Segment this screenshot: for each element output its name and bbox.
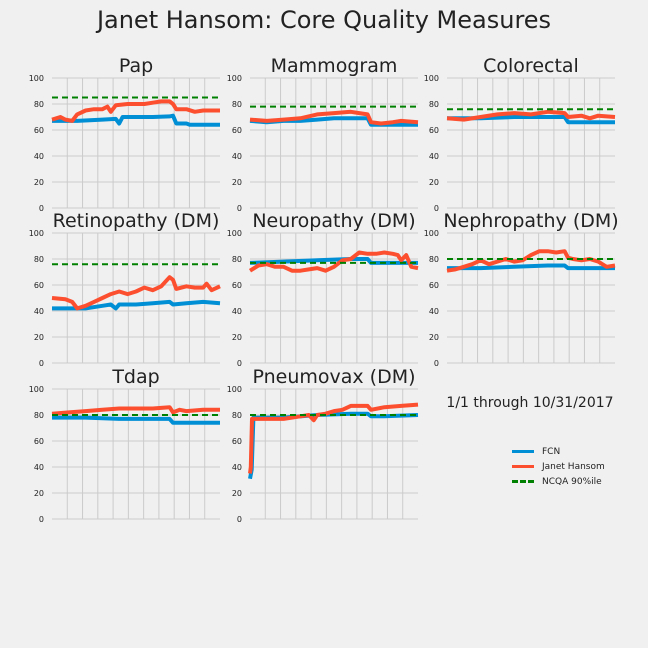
tdap-ytick-label: 0 [39,515,44,524]
legend-label-fcn: FCN [542,446,561,457]
retinopathy-dm-ytick-label: 100 [29,229,44,238]
nephropathy-dm-ytick-label: 40 [429,307,439,316]
pap-ytick-label: 60 [34,126,44,135]
retinopathy-dm-ytick-label: 60 [34,281,44,290]
legend: FCN Janet Hansom NCQA 90%ile [512,444,605,489]
legend-item-ncqa: NCQA 90%ile [512,474,605,489]
pap-ytick-label: 100 [29,74,44,83]
mammogram-ytick-label: 0 [237,204,242,213]
mammogram-ytick-label: 100 [227,74,242,83]
legend-item-fcn: FCN [512,444,605,459]
legend-swatch-provider [512,465,534,468]
tdap-ytick-label: 40 [34,463,44,472]
pap-ytick-label: 0 [39,204,44,213]
legend-swatch-ncqa [512,480,534,483]
nephropathy-dm-ytick-label: 100 [424,229,439,238]
neuropathy-dm-ytick-label: 100 [227,229,242,238]
retinopathy-dm-ytick-label: 20 [34,333,44,342]
mammogram-title: Mammogram [271,55,398,77]
mammogram-ytick-label: 80 [232,100,242,109]
legend-label-ncqa: NCQA 90%ile [542,476,602,487]
pneumovax-dm-ytick-label: 60 [232,437,242,446]
pneumovax-dm-ytick-label: 100 [227,385,242,394]
retinopathy-dm-series-fcn [52,299,221,311]
legend-item-provider: Janet Hansom [512,459,605,474]
pneumovax-dm-ytick-label: 40 [232,463,242,472]
colorectal-series-provider [446,109,616,122]
neuropathy-dm-ytick-label: 0 [237,359,242,368]
tdap-ytick-label: 100 [29,385,44,394]
pneumovax-dm-ytick-label: 0 [237,515,242,524]
tdap-series-fcn [52,415,220,425]
nephropathy-dm-ytick-label: 80 [429,255,439,264]
retinopathy-dm-ytick-label: 0 [39,359,44,368]
mammogram-ytick-label: 20 [232,178,242,187]
mammogram-series-provider [249,109,419,126]
pneumovax-dm-series-fcn [248,411,419,480]
tdap-ytick-label: 60 [34,437,44,446]
nephropathy-dm-series-provider [446,249,616,273]
neuropathy-dm-series-provider [248,250,419,273]
tdap-series-provider [51,405,220,416]
neuropathy-dm-ytick-label: 80 [232,255,242,264]
pap-ytick-label: 40 [34,152,44,161]
tdap-title: Tdap [111,366,159,388]
nephropathy-dm-series-fcn [447,263,615,271]
mammogram-ytick-label: 60 [232,126,242,135]
nephropathy-dm-ytick-label: 0 [434,359,439,368]
neuropathy-dm-ytick-label: 40 [232,307,242,316]
retinopathy-dm-ytick-label: 40 [34,307,44,316]
colorectal-ytick-label: 40 [429,152,439,161]
legend-label-provider: Janet Hansom [542,461,605,472]
pap-series-provider [51,99,220,123]
neuropathy-dm-title: Neuropathy (DM) [252,210,415,232]
colorectal-title: Colorectal [483,55,579,77]
pneumovax-dm-title: Pneumovax (DM) [252,366,415,388]
retinopathy-dm-series-provider [51,275,221,311]
mammogram-ytick-label: 40 [232,152,242,161]
pap-title: Pap [119,55,153,77]
nephropathy-dm-ytick-label: 60 [429,281,439,290]
pneumovax-dm-ytick-label: 80 [232,411,242,420]
pneumovax-dm-series-provider [248,402,419,474]
date-range-label: 1/1 through 10/31/2017 [446,395,614,411]
neuropathy-dm-ytick-label: 20 [232,333,242,342]
pneumovax-dm-ytick-label: 20 [232,489,242,498]
page-title: Janet Hansom: Core Quality Measures [96,6,552,34]
tdap-ytick-label: 80 [34,411,44,420]
pap-series-fcn [52,113,220,127]
colorectal-ytick-label: 20 [429,178,439,187]
pap-ytick-label: 80 [34,100,44,109]
neuropathy-dm-ytick-label: 60 [232,281,242,290]
tdap-ytick-label: 20 [34,489,44,498]
colorectal-ytick-label: 80 [429,100,439,109]
legend-swatch-fcn [512,450,534,453]
colorectal-ytick-label: 100 [424,74,439,83]
nephropathy-dm-ytick-label: 20 [429,333,439,342]
colorectal-ytick-label: 60 [429,126,439,135]
retinopathy-dm-title: Retinopathy (DM) [53,210,220,232]
retinopathy-dm-ytick-label: 80 [34,255,44,264]
colorectal-ytick-label: 0 [434,204,439,213]
nephropathy-dm-title: Nephropathy (DM) [443,210,618,232]
pap-ytick-label: 20 [34,178,44,187]
